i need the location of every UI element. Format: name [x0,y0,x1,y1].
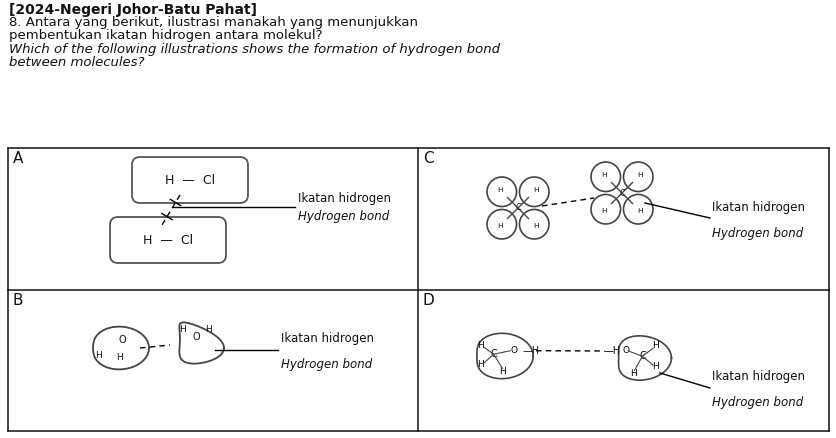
FancyBboxPatch shape [110,217,226,263]
Text: H: H [180,325,186,333]
Text: H: H [498,367,505,376]
Text: H: H [116,353,123,363]
Text: A: A [13,151,23,166]
Text: H: H [477,341,483,350]
Text: O: O [118,335,125,345]
Circle shape [487,177,516,207]
Text: H: H [497,223,502,230]
Text: O: O [621,346,629,356]
Text: C: C [422,151,433,166]
Text: —H: —H [522,346,539,356]
Text: Hydrogen bond: Hydrogen bond [711,396,803,409]
Text: Hydrogen bond: Hydrogen bond [711,227,803,240]
Text: B: B [13,293,23,308]
Text: H: H [630,369,636,378]
Text: 8. Antara yang berikut, ilustrasi manakah yang menunjukkan: 8. Antara yang berikut, ilustrasi manaka… [9,16,417,29]
Text: Hydrogen bond: Hydrogen bond [298,210,389,223]
Circle shape [590,162,619,191]
Circle shape [623,162,652,191]
Text: H: H [600,208,606,214]
Text: [2024-Negeri Johor-Batu Pahat]: [2024-Negeri Johor-Batu Pahat] [9,3,257,17]
Text: Ikatan hidrogen: Ikatan hidrogen [281,332,374,345]
Text: H: H [533,187,538,193]
Text: H: H [651,341,658,350]
Text: pembentukan ikatan hidrogen antara molekul?: pembentukan ikatan hidrogen antara molek… [9,29,322,42]
FancyBboxPatch shape [132,157,247,203]
Text: H: H [651,362,658,371]
Text: H: H [497,187,502,193]
Text: Hydrogen bond: Hydrogen bond [281,358,372,371]
Circle shape [519,209,548,239]
Text: H: H [206,325,212,333]
Text: H: H [637,172,642,178]
Text: O: O [510,346,517,355]
Polygon shape [477,333,533,379]
Circle shape [590,194,619,224]
Text: H: H [637,208,642,214]
Text: C: C [619,188,624,198]
Text: H  —  Cl: H — Cl [165,173,215,187]
Circle shape [519,177,548,207]
Text: C: C [638,351,645,361]
Text: H: H [600,172,606,178]
Text: H  —  Cl: H — Cl [143,233,193,247]
Circle shape [510,201,525,215]
Polygon shape [618,336,670,380]
Text: H: H [95,352,102,360]
Text: O: O [192,332,200,342]
Text: H: H [477,360,483,369]
Text: Ikatan hidrogen: Ikatan hidrogen [711,201,804,214]
Text: C: C [490,349,497,359]
Text: H: H [533,223,538,230]
Text: D: D [422,293,434,308]
Text: Ikatan hidrogen: Ikatan hidrogen [711,370,804,383]
Text: —H: —H [602,346,619,356]
Polygon shape [93,327,149,369]
Circle shape [614,186,629,200]
Polygon shape [179,322,224,364]
Circle shape [487,209,516,239]
Text: Ikatan hidrogen: Ikatan hidrogen [298,192,390,205]
Circle shape [623,194,652,224]
Text: C: C [515,204,520,212]
Text: Which of the following illustrations shows the formation of hydrogen bond: Which of the following illustrations sho… [9,43,499,56]
Text: between molecules?: between molecules? [9,56,145,69]
